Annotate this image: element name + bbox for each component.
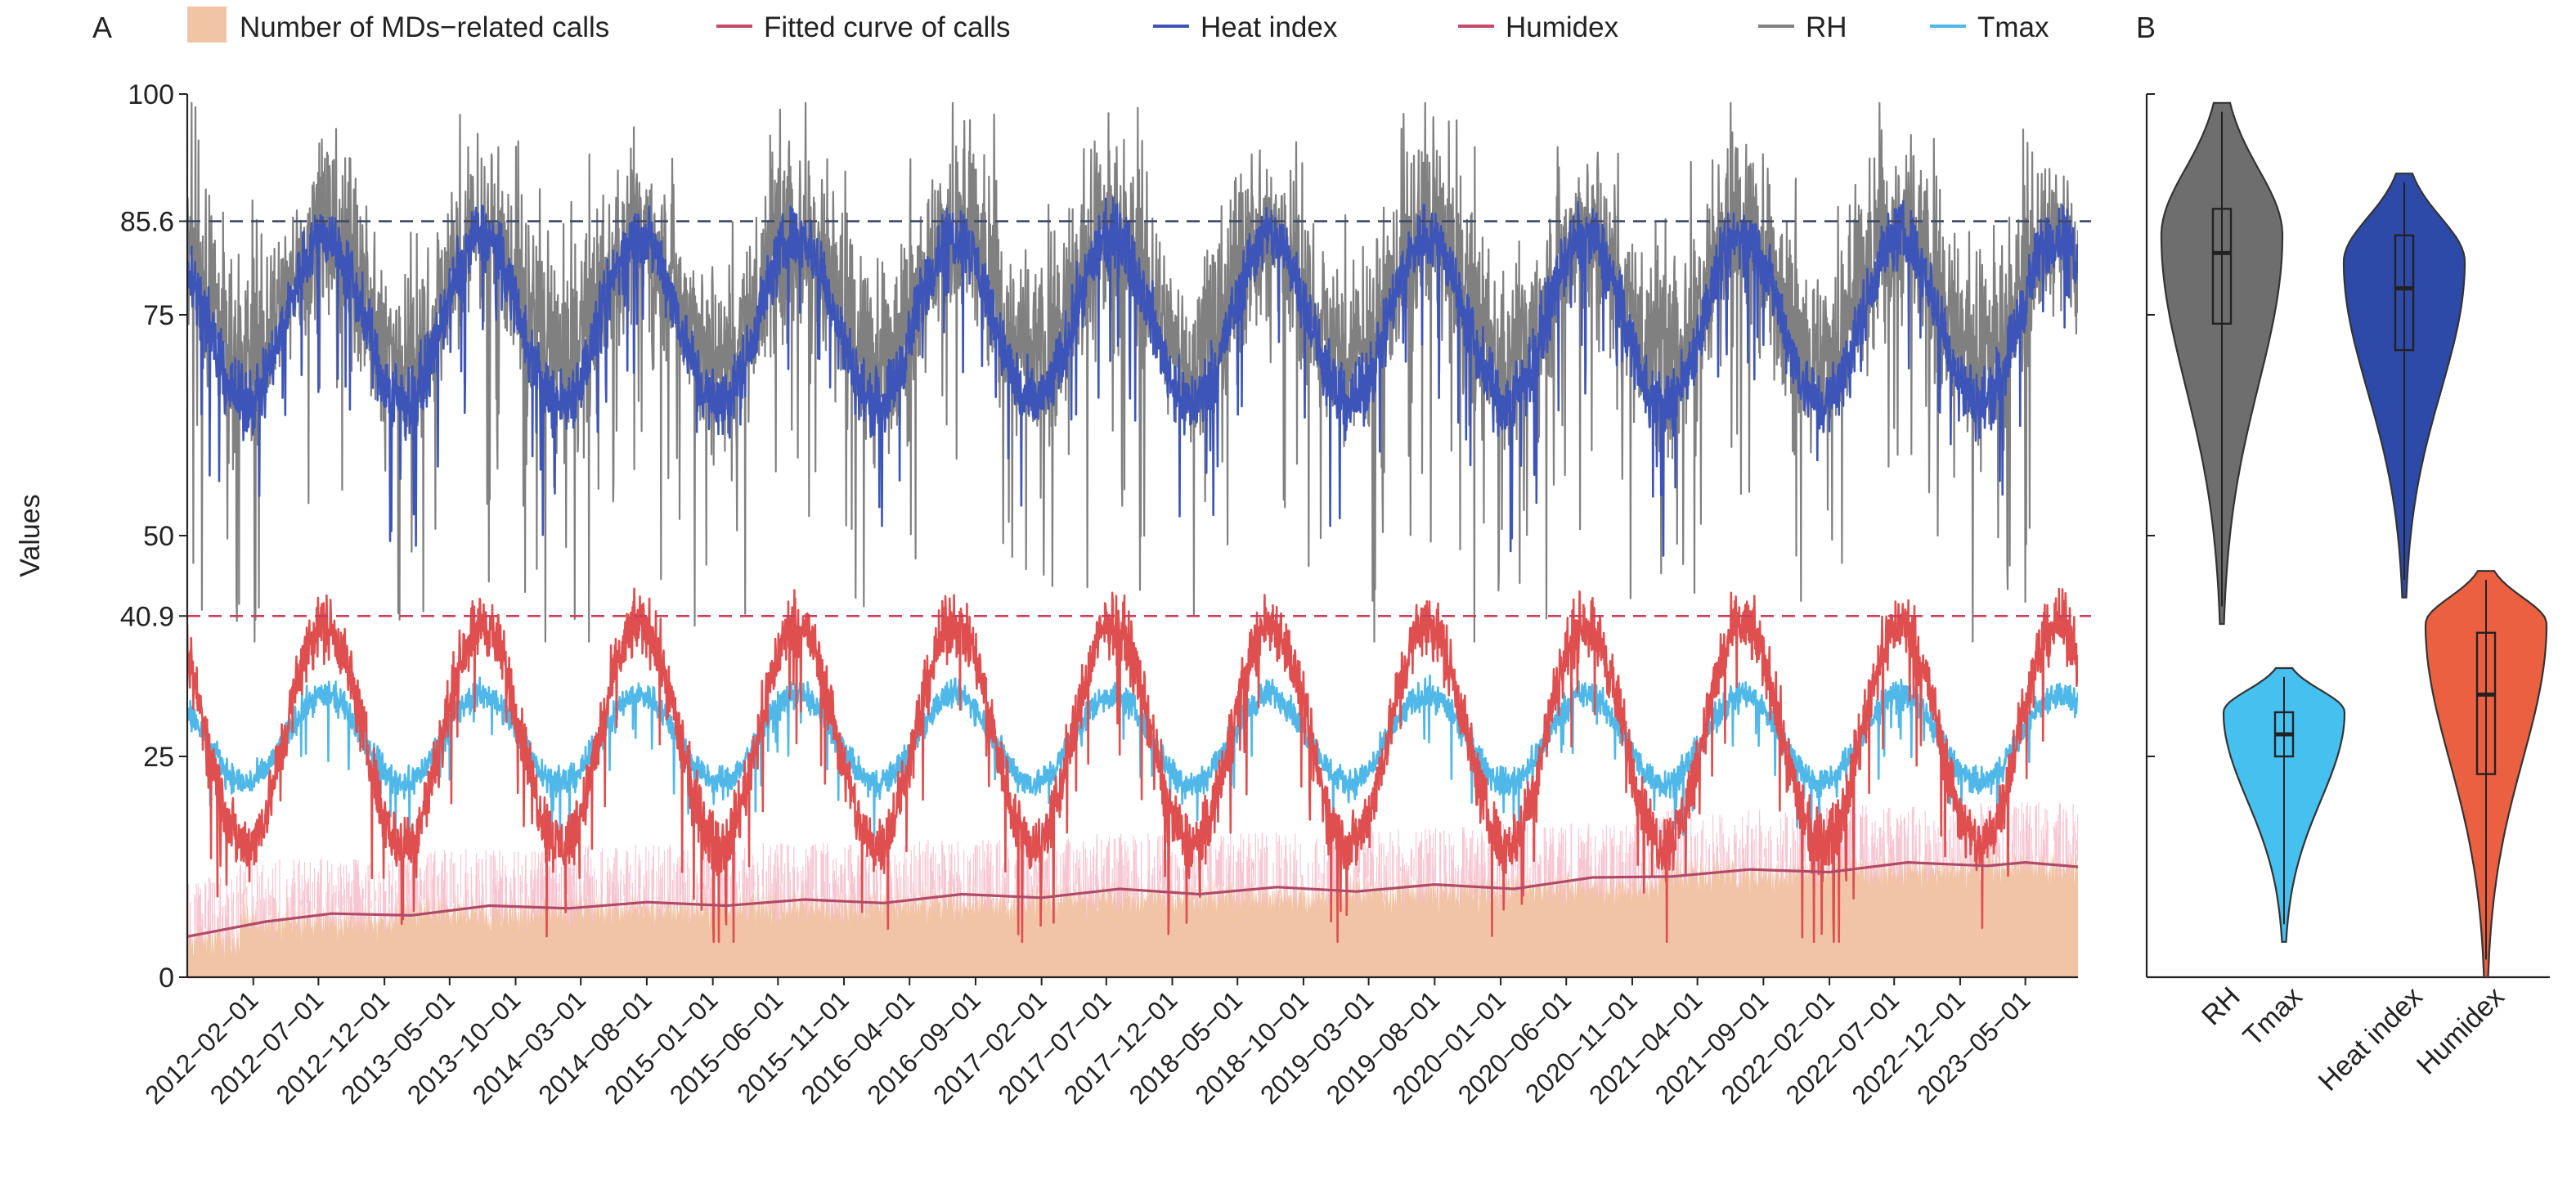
legend-entry-label: Number of MDs−related calls <box>240 11 609 43</box>
legend: Number of MDs−related calls Fitted curve … <box>187 7 2049 43</box>
violin-box <box>2394 234 2415 352</box>
violin-box <box>2211 208 2233 325</box>
y-tick-label: 85.6 <box>120 207 174 238</box>
series-tmax-line <box>187 674 2078 837</box>
x-tick-label: 2019−03−01 <box>1254 985 1380 1110</box>
legend-entry-label: Tmax <box>1977 11 2049 43</box>
calls-spikes <box>187 801 2078 954</box>
x-tick-label: 2021−04−01 <box>1583 985 1708 1110</box>
y-tick-label: 0 <box>159 962 174 994</box>
legend-entry-label: Humidex <box>1506 11 1619 43</box>
series-fitted-calls-line <box>187 861 2078 938</box>
legend-entry-label: RH <box>1806 11 1847 43</box>
x-tick-label: 2012−07−01 <box>204 985 330 1110</box>
legend-entry-label: Fitted curve of calls <box>764 11 1011 43</box>
y-tick-label: 40.9 <box>120 601 174 632</box>
calls-area <box>187 840 2078 977</box>
reference-lines <box>187 220 2091 617</box>
y-tick-label: 25 <box>143 742 174 773</box>
panel-label-b: B <box>2136 11 2156 44</box>
legend-swatch-patch <box>187 7 227 43</box>
y-axis-label: Values <box>15 494 46 577</box>
series-rh-line <box>187 101 2078 643</box>
x-tick-label: 2015−06−01 <box>664 985 789 1110</box>
violin-category-label: RH <box>2196 981 2246 1032</box>
violin-box <box>2475 631 2497 775</box>
y-tick-label: 100 <box>128 79 174 110</box>
x-tick-label: 2017−07−01 <box>992 985 1117 1110</box>
series-humidex-line <box>187 587 2078 944</box>
panel-label-a: A <box>92 11 112 44</box>
series-layer <box>187 101 2078 944</box>
y-tick-label: 50 <box>143 521 174 552</box>
series-heat-index-line <box>187 196 2078 557</box>
x-tick-label: 2023−05−01 <box>1911 985 2036 1110</box>
violin-category-label: Humidex <box>2411 981 2511 1081</box>
legend-entry-label: Heat index <box>1200 11 1338 43</box>
violin-category-label: Heat index <box>2313 981 2429 1097</box>
x-tick-label: 2014−03−01 <box>467 985 592 1110</box>
y-tick-label: 75 <box>143 300 174 331</box>
panel-a-plot: 02540.9507585.61002012−02−012012−07−0120… <box>15 79 2091 1110</box>
x-tick-label: 2022−07−01 <box>1780 985 1905 1110</box>
x-tick-label: 2018−05−01 <box>1124 985 1249 1110</box>
x-tick-label: 2013−05−01 <box>335 985 460 1110</box>
violin-category-label: Tmax <box>2237 981 2309 1052</box>
calls-area-layer <box>187 801 2078 977</box>
